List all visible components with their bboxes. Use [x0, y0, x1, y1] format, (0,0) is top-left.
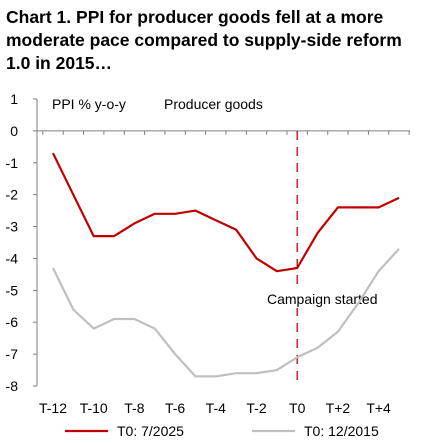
- x-tick-label: T-8: [124, 400, 144, 416]
- legend: T0: 7/2025 T0: 12/2015: [65, 423, 379, 439]
- y-tick-label: -1: [6, 155, 19, 171]
- y-tick-label: -4: [6, 250, 19, 266]
- y-tick-label: -7: [6, 346, 19, 362]
- x-tick-label: T-4: [206, 400, 226, 416]
- chart-subtitle: Producer goods: [164, 96, 263, 112]
- y-axis: 1 0 -1 -2 -3 -4 -5 -6 -7 -8: [6, 91, 38, 394]
- series-lines: [52, 152, 400, 378]
- x-tick-label: T+4: [366, 400, 391, 416]
- x-tick-label: T-12: [39, 400, 67, 416]
- y-tick-label: 1: [10, 91, 18, 107]
- x-tick-label: T0: [289, 400, 306, 416]
- y-tick-label: -3: [6, 219, 19, 235]
- chart-title: Chart 1. PPI for producer goods fell at …: [6, 7, 402, 73]
- x-axis: T-12 T-10 T-8 T-6 T-4 T-2 T0 T+2 T+4: [37, 130, 410, 416]
- y-tick-label: -5: [6, 282, 19, 298]
- legend-label: T0: 12/2015: [304, 423, 379, 439]
- x-tick-label: T-10: [80, 400, 108, 416]
- annotation-background: [267, 288, 392, 308]
- x-tick-label: T+2: [326, 400, 351, 416]
- x-tick-label: T-2: [246, 400, 266, 416]
- y-tick-label: -8: [6, 378, 19, 394]
- legend-label: T0: 7/2025: [117, 423, 184, 439]
- series-line-grey: [52, 248, 400, 378]
- y-tick-label: -2: [6, 187, 19, 203]
- annotation-label: Campaign started: [267, 291, 378, 307]
- series-line-red: [52, 152, 400, 273]
- y-tick-label: -6: [6, 314, 19, 330]
- y-axis-label: PPI % y-o-y: [52, 96, 126, 112]
- y-tick-label: 0: [10, 123, 18, 139]
- annotation: Campaign started: [267, 131, 392, 384]
- x-tick-label: T-6: [165, 400, 185, 416]
